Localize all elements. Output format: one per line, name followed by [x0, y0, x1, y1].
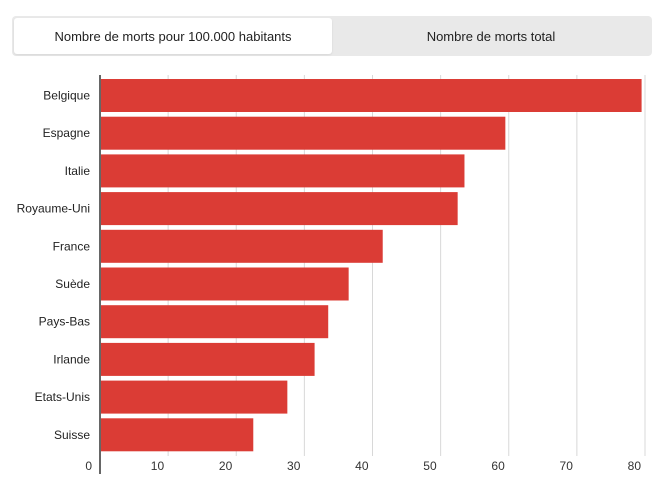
x-tick-label-50: 50	[423, 459, 437, 473]
category-label-italie: Italie	[65, 164, 91, 178]
bar-su-de	[101, 267, 349, 301]
tab-deaths-per-100k[interactable]: Nombre de morts pour 100.000 habitants	[14, 18, 332, 54]
category-label-royaume-uni: Royaume-Uni	[17, 202, 90, 216]
category-label-su-de: Suède	[55, 277, 90, 291]
x-tick-label-60: 60	[491, 459, 505, 473]
bar-espagne	[101, 116, 506, 150]
category-label-etats-unis: Etats-Unis	[35, 390, 90, 404]
bar-etats-unis	[101, 380, 288, 414]
category-label-suisse: Suisse	[54, 428, 90, 442]
x-tick-label-30: 30	[287, 459, 301, 473]
x-tick-label-70: 70	[560, 459, 574, 473]
bar-royaume-uni	[101, 192, 458, 226]
category-label-espagne: Espagne	[43, 126, 91, 140]
x-tick-label-0: 0	[85, 459, 92, 473]
x-tick-label-40: 40	[355, 459, 369, 473]
chart-tab-bar: Nombre de morts pour 100.000 habitants N…	[12, 16, 652, 56]
category-label-pays-bas: Pays-Bas	[39, 315, 90, 329]
x-tick-label-20: 20	[219, 459, 233, 473]
bar-pays-bas	[101, 305, 329, 339]
bar-france	[101, 229, 383, 263]
x-tick-label-80: 80	[628, 459, 642, 473]
bar-italie	[101, 154, 465, 188]
labels: 0 10 20 30 40 50 60 70 80 Belgique Espagne Italie Ro…	[17, 89, 642, 474]
category-label-france: France	[53, 239, 91, 253]
tab-total-deaths[interactable]: Nombre de morts total	[426, 28, 556, 44]
category-label-belgique: Belgique	[43, 89, 90, 103]
category-label-irlande: Irlande	[53, 352, 90, 366]
bar-suisse	[101, 418, 254, 452]
bar-belgique	[101, 79, 642, 112]
bars	[101, 79, 642, 452]
bar-irlande	[101, 342, 315, 376]
x-tick-label-10: 10	[151, 459, 165, 473]
